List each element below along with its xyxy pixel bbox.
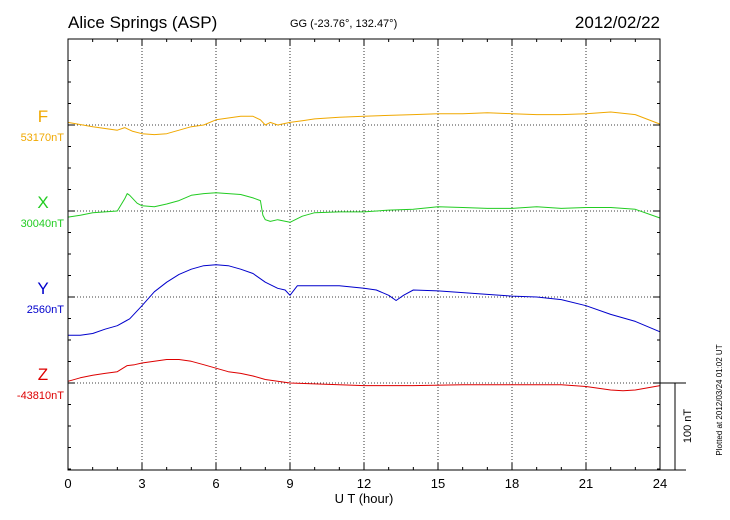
label-layer: 0 3 6 9 12 15 18 21 24 F 53170nT X 30040nT Y 2560nT Z -4… — [17, 107, 667, 491]
series-line-x — [67, 192, 661, 223]
series-baseline-x: 30040nT — [21, 218, 65, 230]
grid-layer — [68, 39, 660, 470]
series-line-y — [68, 264, 661, 336]
plotted-note: Plotted at 2012/03/24 01:02 UT — [715, 344, 724, 455]
plot-frame — [67, 38, 661, 471]
series-name-f: F — [38, 107, 48, 126]
x-tick-label: 0 — [64, 476, 71, 491]
chart-title: Alice Springs (ASP) — [68, 13, 217, 32]
x-axis-label: U T (hour) — [335, 491, 394, 506]
x-tick-label: 15 — [431, 476, 445, 491]
x-tick-label: 24 — [653, 476, 667, 491]
series-name-z: Z — [38, 365, 48, 384]
series-line-z — [67, 359, 661, 392]
scale-bar-label: 100 nT — [682, 409, 694, 444]
series-baseline-f: 53170nT — [21, 132, 65, 144]
x-tick-label: 21 — [579, 476, 593, 491]
series-name-x: X — [37, 193, 48, 212]
x-tick-label: 9 — [286, 476, 293, 491]
series-line-f — [67, 111, 661, 136]
x-tick-label: 6 — [212, 476, 219, 491]
series-name-y: Y — [37, 279, 48, 298]
x-tick-label: 18 — [505, 476, 519, 491]
x-tick-label: 3 — [138, 476, 145, 491]
series-baseline-y: 2560nT — [27, 304, 65, 316]
series-baseline-z: -43810nT — [17, 390, 64, 402]
series-layer — [67, 111, 661, 392]
station-coordinates: GG (-23.76°, 132.47°) — [290, 18, 397, 30]
chart-date: 2012/02/22 — [575, 13, 660, 32]
scale-bar: 100 nT — [660, 382, 694, 471]
x-tick-label: 12 — [357, 476, 371, 491]
